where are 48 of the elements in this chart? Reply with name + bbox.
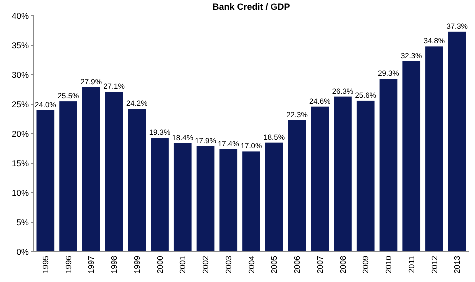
x-tick-label: 2002	[202, 255, 211, 274]
x-tick-label: 2004	[247, 255, 256, 274]
y-tick-label: 25%	[12, 99, 30, 110]
bar	[36, 110, 55, 252]
x-tick-label: 2007	[316, 255, 325, 274]
x-tick-label: 2010	[384, 255, 394, 274]
y-tick-label: 5%	[16, 217, 30, 228]
y-tick-label: 10%	[12, 188, 30, 198]
x-tick-label: 2008	[338, 255, 348, 274]
bar	[311, 106, 330, 252]
x-tick-label: 2001	[178, 255, 188, 274]
y-tick-label: 15%	[12, 158, 30, 168]
bar	[242, 152, 260, 252]
x-tick-label: 2011	[407, 255, 416, 274]
y-tick-label: 35%	[12, 40, 30, 50]
bar	[105, 92, 124, 252]
bar	[174, 143, 192, 252]
bar	[265, 142, 284, 252]
x-tick-label: 2013	[453, 255, 462, 274]
x-tick-label: 1996	[64, 255, 74, 274]
bar	[60, 102, 78, 252]
x-tick-label: 2005	[270, 255, 280, 274]
x-tick-label: 2006	[293, 255, 302, 274]
x-tick-label: 1995	[41, 255, 50, 274]
bar	[196, 146, 215, 252]
y-tick-label: 0%	[16, 246, 30, 257]
bar	[426, 46, 444, 252]
bar	[82, 87, 100, 252]
bar	[220, 149, 238, 252]
x-tick-label: 1998	[110, 255, 120, 274]
bar	[448, 32, 466, 252]
x-tick-label: 2009	[362, 255, 371, 274]
y-tick-label: 30%	[12, 70, 30, 80]
bar	[380, 79, 398, 252]
bar	[402, 61, 421, 252]
bar	[334, 96, 352, 252]
x-tick-label: 1997	[87, 255, 96, 274]
bar	[356, 100, 375, 252]
bar	[151, 138, 169, 252]
x-tick-label: 1999	[132, 255, 142, 274]
x-tick-label: 2012	[430, 255, 440, 274]
x-tick-label: 2003	[224, 255, 234, 274]
chart-title: Bank Credit / GDP	[212, 2, 290, 12]
bar	[128, 109, 146, 252]
x-tick-label: 2000	[156, 255, 165, 274]
bar	[288, 120, 306, 252]
y-tick-label: 20%	[12, 128, 30, 139]
y-tick-label: 40%	[12, 10, 30, 21]
